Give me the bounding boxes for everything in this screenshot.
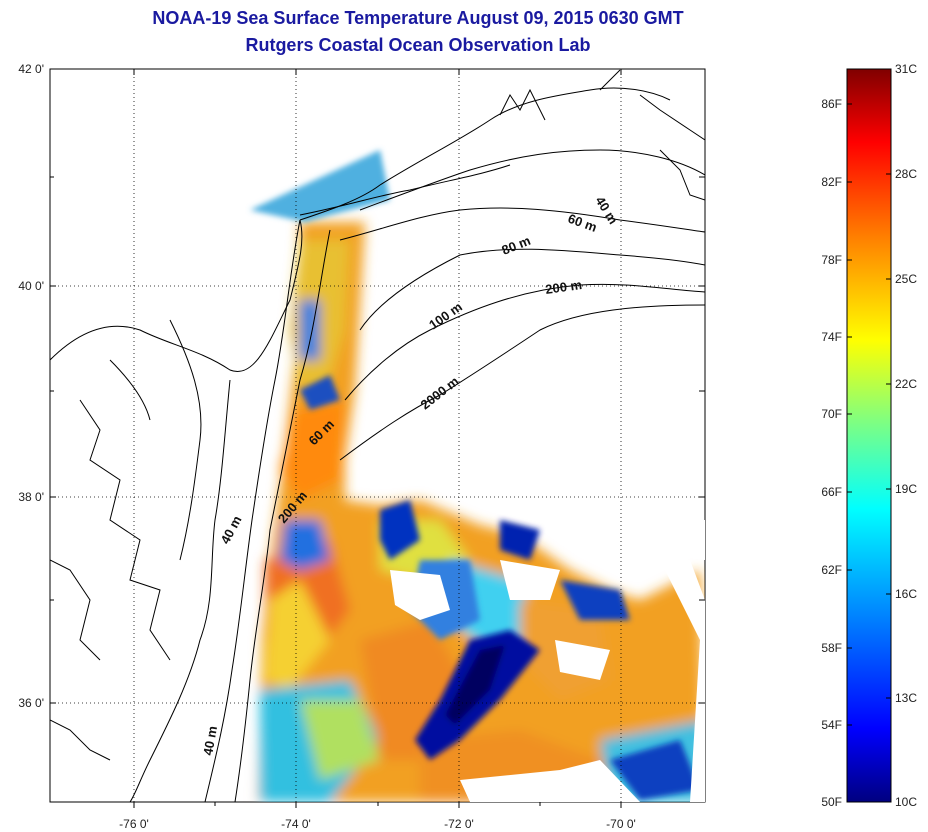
colorbar-f-label: 62F [821,563,842,577]
coastline-layer [50,69,705,802]
lon-tick-label: -74 0' [281,817,311,831]
colorbar-c-label: 16C [895,587,917,601]
lat-tick-label: 38 0' [18,490,44,504]
colorbar-c-label: 25C [895,272,917,286]
colorbar-ticks [847,103,891,726]
sst-data-layer [250,150,705,802]
colorbar-f-label: 78F [821,253,842,267]
lat-tick-label: 36 0' [18,696,44,710]
colorbar-f-label: 82F [821,175,842,189]
colorbar-f-label: 58F [821,641,842,655]
colorbar-f-label: 66F [821,485,842,499]
title-line-1: NOAA-19 Sea Surface Temperature August 0… [152,8,684,28]
lon-tick-label: -70 0' [606,817,636,831]
colorbar-f-label: 50F [821,795,842,809]
lon-tick-label: -76 0' [119,817,149,831]
colorbar-c-label: 22C [895,377,917,391]
axis-tick-marks [50,68,705,808]
colorbar-f-label: 86F [821,97,842,111]
colorbar-c-label: 10C [895,795,917,809]
lat-tick-label: 40 0' [18,279,44,293]
colorbar-f-label: 54F [821,718,842,732]
colorbar-f-label: 70F [821,407,842,421]
colorbar [846,68,892,803]
colorbar-c-label: 28C [895,167,917,181]
contour-label: 40 m [200,725,220,757]
colorbar-c-label: 31C [895,62,917,76]
colorbar-c-label: 13C [895,691,917,705]
lon-tick-label: -72 0' [444,817,474,831]
contour-label: 200 m [544,277,583,297]
colorbar-c-label: 19C [895,482,917,496]
colorbar-f-label: 74F [821,330,842,344]
lat-tick-label: 42 0' [18,62,44,76]
title-line-2: Rutgers Coastal Ocean Observation Lab [245,35,591,55]
